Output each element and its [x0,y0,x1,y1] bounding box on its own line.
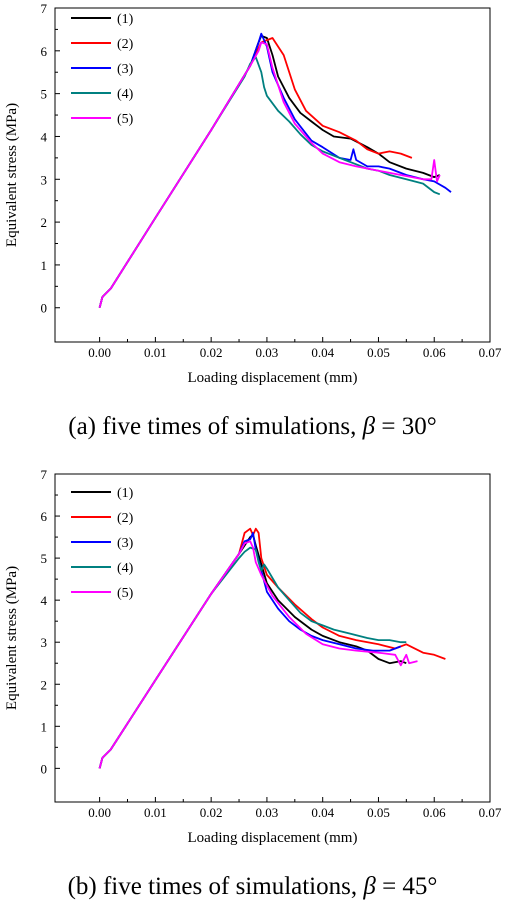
chart-b-series-line-4 [98,546,407,769]
caption-a-prefix: (a) five times of simulations, [68,413,363,440]
chart-b-x-tick-label: 0.04 [311,805,334,820]
chart-b-x-tick-label: 0.00 [88,805,111,820]
chart-b-series-line-5 [98,540,418,769]
chart-b-y-tick-label: 7 [41,467,48,482]
chart-a-y-tick-label: 1 [41,258,48,273]
chart-a-legend-label-3: (3) [117,62,134,77]
chart-a-legend-label-4: (4) [117,87,134,102]
chart-a-series-line-2 [98,37,413,308]
chart-b-y-tick-label: 1 [41,719,48,734]
chart-a-plot-frame [54,7,491,343]
chart-a-legend-label-2: (2) [117,37,134,52]
chart-b-x-axis-label: Loading displacement (mm) [188,830,358,846]
chart-panel-a: 0.00 0.01 0.02 0.03 0.04 0.05 0.06 0.07 0 1 2 3 4 5 6 7… [0,1,505,441]
chart-b-legend-label-2: (2) [117,511,134,526]
caption-a-suffix: = 30° [375,413,437,440]
chart-b-y-tick-label: 2 [41,677,48,692]
chart-b-legend-label-5: (5) [117,586,134,601]
chart-a-y-tick-label: 7 [41,1,48,16]
chart-b-svg: 0.00 0.01 0.02 0.03 0.04 0.05 0.06 0.07 0 1 2 3 4 5 6 7… [4,467,502,846]
chart-b-legend-label-4: (4) [117,561,134,576]
chart-b-x-tick-label: 0.06 [423,805,446,820]
chart-a-x-axis-label: Loading displacement (mm) [188,370,358,386]
caption-b: (b) five times of simulations, β = 45° [0,873,505,901]
chart-b-x-tick-label: 0.01 [144,805,167,820]
chart-a-x-tick-label: 0.05 [367,345,390,360]
chart-a-x-tick-label: 0.00 [88,345,111,360]
chart-b-y-tick-label: 0 [41,761,48,776]
chart-a-x-tick-label: 0.07 [479,345,502,360]
caption-a: (a) five times of simulations, β = 30° [0,413,505,441]
chart-a-x-tick-label: 0.03 [256,345,279,360]
chart-b-y-tick-label: 5 [41,551,48,566]
chart-b-y-axis-label: Equivalent stress (MPa) [4,566,20,710]
chart-a-legend-label-1: (1) [117,12,134,27]
caption-b-prefix: (b) five times of simulations, [67,873,364,900]
chart-a-y-tick-label: 3 [41,172,48,187]
chart-a-series-line-1 [98,34,441,308]
chart-a-svg: 0.00 0.01 0.02 0.03 0.04 0.05 0.06 0.07 0 1 2 3 4 5 6 7… [4,1,502,386]
chart-a-series-line-5 [98,41,441,308]
chart-b-x-tick-label: 0.02 [200,805,223,820]
chart-a-x-tick-label: 0.01 [144,345,167,360]
chart-b-legend-label-1: (1) [117,486,134,501]
chart-a-y-axis-label: Equivalent stress (MPa) [4,103,20,247]
chart-b-x-tick-label: 0.07 [479,805,502,820]
chart-a-x-tick-label: 0.06 [423,345,446,360]
caption-b-symbol: β [363,873,376,900]
chart-panel-b: 0.00 0.01 0.02 0.03 0.04 0.05 0.06 0.07 0 1 2 3 4 5 6 7… [0,466,505,910]
chart-a-x-tick-label: 0.04 [311,345,334,360]
chart-a-y-tick-label: 2 [41,215,48,230]
chart-a-y-tick-label: 6 [41,44,48,59]
chart-a-y-tick-label: 0 [41,301,48,316]
chart-b-y-tick-label: 6 [41,509,48,524]
chart-a-x-tick-label: 0.02 [200,345,223,360]
chart-a-series-line-4 [98,56,441,308]
chart-a-y-tick-label: 5 [41,87,48,102]
chart-b-legend-label-3: (3) [117,536,134,551]
caption-a-symbol: β [362,413,376,440]
chart-b-plot-frame [54,473,491,803]
chart-b-y-tick-label: 3 [41,635,48,650]
chart-a-legend-label-5: (5) [117,112,134,127]
chart-b-x-tick-label: 0.03 [256,805,279,820]
chart-b-x-tick-label: 0.05 [367,805,390,820]
caption-b-suffix: = 45° [375,873,438,900]
chart-b-y-tick-label: 4 [41,593,48,608]
chart-a-y-tick-label: 4 [41,129,48,144]
